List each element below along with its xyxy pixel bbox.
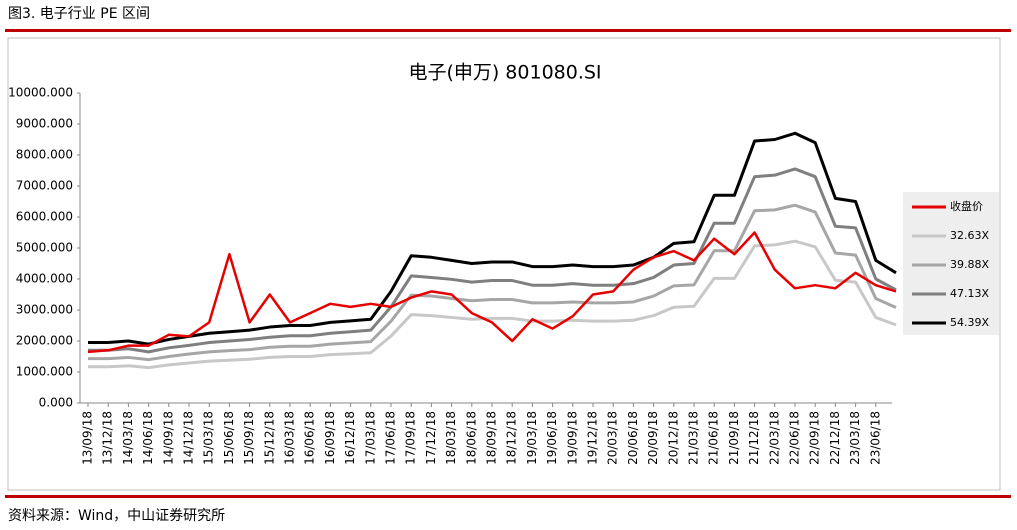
- x-tick-label: 17/03/18: [363, 411, 377, 465]
- x-tick-label: 16/06/18: [303, 411, 317, 465]
- legend-label: 收盘价: [950, 199, 983, 213]
- y-tick-label: 8000.000: [16, 148, 73, 162]
- x-tick-label: 18/12/18: [505, 411, 519, 465]
- x-tick-label: 19/06/18: [545, 411, 559, 465]
- x-tick-label: 13/09/18: [81, 411, 95, 465]
- y-tick-label: 10000.000: [8, 86, 73, 100]
- legend-label: 47.13X: [950, 287, 989, 300]
- x-tick-label: 22/12/18: [828, 411, 842, 465]
- legend-label: 39.88X: [950, 258, 989, 271]
- y-tick-label: 5000.000: [16, 241, 73, 255]
- x-tick-label: 21/06/18: [707, 411, 721, 465]
- series-line: [87, 231, 897, 354]
- x-tick-label: 23/06/18: [868, 411, 882, 465]
- x-tick-label: 20/09/18: [646, 411, 660, 465]
- x-tick-label: 19/12/18: [586, 411, 600, 465]
- x-tick-label: 17/06/18: [384, 411, 398, 465]
- chart-title: 电子(申万) 801080.SI: [408, 62, 601, 84]
- x-tick-label: 15/03/18: [202, 411, 216, 465]
- chart-frame: [7, 37, 1001, 491]
- x-tick-label: 21/03/18: [687, 411, 701, 465]
- x-tick-label: 16/03/18: [283, 411, 297, 465]
- x-tick-label: 22/03/18: [767, 411, 781, 465]
- x-tick-label: 18/03/18: [444, 411, 458, 465]
- series-line: [88, 203, 897, 362]
- x-tick-label: 20/03/18: [606, 411, 620, 465]
- y-tick-label: 0.000: [39, 396, 73, 410]
- x-tick-label: 16/09/18: [323, 411, 337, 465]
- x-tick-label: 19/03/18: [525, 411, 539, 465]
- x-tick-label: 17/09/18: [404, 411, 418, 465]
- y-tick-label: 1000.000: [16, 365, 73, 379]
- x-tick-label: 16/12/18: [343, 411, 357, 465]
- x-tick-label: 15/06/18: [222, 411, 236, 465]
- series-line: [88, 239, 897, 370]
- x-tick-label: 19/09/18: [565, 411, 579, 465]
- x-tick-label: 14/09/18: [161, 411, 175, 465]
- caption: 图3. 电子行业 PE 区间: [8, 6, 150, 22]
- y-tick-label: 4000.000: [16, 272, 73, 286]
- rule-bottom: [5, 495, 1011, 498]
- y-tick-label: 9000.000: [16, 117, 73, 131]
- x-tick-label: 20/06/18: [626, 411, 640, 465]
- y-tick-label: 6000.000: [16, 210, 73, 224]
- x-tick-label: 21/09/18: [727, 411, 741, 465]
- rule-top: [5, 29, 1011, 32]
- x-tick-label: 22/06/18: [788, 411, 802, 465]
- x-tick-label: 23/03/18: [848, 411, 862, 465]
- y-tick-label: 2000.000: [16, 334, 73, 348]
- series-line: [88, 131, 897, 346]
- legend-label: 32.63X: [950, 229, 989, 242]
- y-tick-label: 7000.000: [16, 179, 73, 193]
- x-tick-label: 21/12/18: [747, 411, 761, 465]
- x-tick-label: 14/06/18: [141, 411, 155, 465]
- series-line: [88, 167, 897, 354]
- y-tick-label: 3000.000: [16, 303, 73, 317]
- x-tick-label: 22/09/18: [808, 411, 822, 465]
- x-tick-label: 20/12/18: [666, 411, 680, 465]
- x-tick-label: 18/06/18: [464, 411, 478, 465]
- x-tick-label: 13/12/18: [101, 411, 115, 465]
- x-tick-label: 14/03/18: [121, 411, 135, 465]
- x-tick-label: 18/09/18: [485, 411, 499, 465]
- x-tick-label: 14/12/18: [182, 411, 196, 465]
- legend-label: 54.39X: [950, 316, 989, 329]
- x-tick-label: 15/12/18: [262, 411, 276, 465]
- x-tick-label: 17/12/18: [424, 411, 438, 465]
- x-tick-label: 15/09/18: [242, 411, 256, 465]
- source: 资料来源：Wind，中山证券研究所: [8, 508, 225, 524]
